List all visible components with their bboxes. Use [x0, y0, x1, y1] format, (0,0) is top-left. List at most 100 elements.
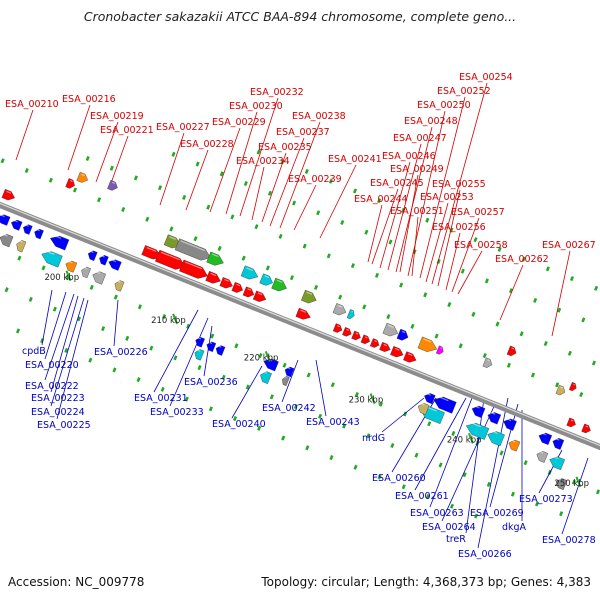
reverse-gene-label[interactable]: ESA_00263	[410, 508, 464, 519]
forward-gene-label[interactable]: ESA_00229	[212, 117, 266, 128]
forward-gene-label[interactable]: ESA_00244	[354, 194, 408, 205]
reverse-gene-label[interactable]: cpdB	[22, 346, 46, 357]
reverse-gene-label[interactable]: ESA_00225	[37, 420, 91, 431]
reverse-gene-label[interactable]: ESA_00233	[150, 407, 204, 418]
reverse-gene[interactable]	[22, 223, 33, 235]
reverse-gene[interactable]	[87, 249, 98, 261]
reverse-gene-label[interactable]: dkgA	[502, 522, 527, 533]
forward-gene-label[interactable]: ESA_00262	[495, 254, 549, 265]
reverse-gene-label[interactable]: ESA_00269	[470, 508, 524, 519]
reverse-gene[interactable]	[535, 450, 549, 463]
forward-gene[interactable]	[382, 322, 400, 338]
reverse-gene[interactable]	[262, 357, 279, 372]
reverse-gene-label[interactable]: ESA_00240	[212, 419, 266, 430]
forward-gene-label[interactable]: ESA_00251	[390, 206, 444, 217]
reverse-gene[interactable]	[507, 438, 521, 452]
reverse-gene[interactable]	[502, 417, 517, 431]
reverse-gene-label[interactable]: ESA_00266	[458, 549, 512, 560]
forward-gene[interactable]	[566, 417, 577, 428]
forward-gene[interactable]	[174, 238, 213, 264]
forward-gene-label[interactable]: ESA_00249	[390, 164, 444, 175]
forward-gene-label[interactable]: ESA_00257	[451, 207, 505, 218]
reverse-gene[interactable]	[91, 270, 107, 285]
reverse-gene[interactable]	[205, 340, 217, 353]
forward-gene-label[interactable]: ESA_00250	[417, 100, 471, 111]
reverse-gene[interactable]	[98, 254, 109, 266]
reverse-gene[interactable]	[548, 454, 565, 471]
forward-gene-label[interactable]: ESA_00253	[420, 192, 474, 203]
forward-gene-label[interactable]: ESA_00255	[432, 179, 486, 190]
forward-gene-label[interactable]: ESA_00246	[382, 151, 436, 162]
reverse-gene-label[interactable]: ESA_00278	[542, 535, 596, 546]
forward-gene[interactable]	[252, 290, 267, 304]
forward-gene[interactable]	[360, 334, 371, 345]
reverse-gene[interactable]	[485, 429, 505, 447]
reverse-gene[interactable]	[464, 420, 490, 440]
reverse-gene[interactable]	[64, 259, 78, 273]
forward-gene[interactable]	[342, 327, 352, 337]
reverse-gene-label[interactable]: ESA_00224	[31, 407, 85, 418]
reverse-gene[interactable]	[113, 279, 125, 292]
reverse-gene-label[interactable]: ESA_00242	[262, 403, 316, 414]
forward-gene[interactable]	[240, 265, 260, 282]
reverse-gene[interactable]	[537, 431, 553, 446]
forward-gene-label[interactable]: ESA_00237	[276, 127, 330, 138]
reverse-gene-label[interactable]: ESA_00260	[372, 473, 426, 484]
reverse-gene-label[interactable]: ESA_00261	[395, 491, 449, 502]
reverse-gene[interactable]	[551, 437, 565, 450]
reverse-gene[interactable]	[39, 249, 63, 268]
forward-gene[interactable]	[206, 251, 226, 268]
reverse-gene[interactable]	[281, 375, 290, 387]
forward-gene-label[interactable]: ESA_00247	[393, 133, 447, 144]
forward-gene[interactable]	[271, 277, 289, 293]
reverse-gene[interactable]	[214, 344, 226, 356]
reverse-gene[interactable]	[554, 477, 568, 491]
forward-gene[interactable]	[242, 286, 256, 299]
forward-gene[interactable]	[581, 423, 592, 434]
reverse-gene[interactable]	[194, 336, 205, 348]
reverse-gene[interactable]	[486, 410, 502, 425]
forward-gene-label[interactable]: ESA_00241	[328, 154, 382, 165]
forward-gene[interactable]	[76, 171, 90, 184]
reverse-gene-label[interactable]: ESA_00264	[422, 522, 476, 533]
forward-gene[interactable]	[332, 303, 348, 317]
forward-gene-label[interactable]: ESA_00216	[62, 94, 116, 105]
reverse-gene[interactable]	[0, 232, 14, 248]
forward-gene-label[interactable]: ESA_00210	[5, 99, 59, 110]
forward-gene-label[interactable]: ESA_00248	[404, 116, 458, 127]
forward-gene-label[interactable]: ESA_00235	[258, 142, 312, 153]
forward-gene-label[interactable]: ESA_00238	[292, 111, 346, 122]
forward-gene-label[interactable]: ESA_00221	[100, 125, 154, 136]
reverse-gene[interactable]	[193, 348, 205, 361]
forward-gene-label[interactable]: ESA_00230	[229, 101, 283, 112]
forward-gene[interactable]	[332, 323, 343, 334]
reverse-gene[interactable]	[470, 404, 486, 418]
reverse-gene[interactable]	[10, 218, 23, 231]
forward-gene[interactable]	[396, 328, 410, 342]
reverse-gene-label[interactable]: ESA_00222	[25, 381, 79, 392]
forward-gene[interactable]	[482, 357, 494, 369]
forward-gene[interactable]	[346, 309, 356, 320]
reverse-gene[interactable]	[283, 366, 295, 378]
forward-gene[interactable]	[301, 289, 318, 305]
forward-gene[interactable]	[417, 336, 439, 355]
forward-gene[interactable]	[506, 345, 518, 357]
forward-gene-label[interactable]: ESA_00234	[236, 156, 290, 167]
forward-gene-label[interactable]: ESA_00219	[90, 111, 144, 122]
forward-gene[interactable]	[369, 338, 380, 349]
reverse-gene[interactable]	[431, 394, 457, 414]
forward-gene[interactable]	[219, 277, 234, 290]
forward-gene[interactable]	[1, 189, 16, 202]
forward-gene[interactable]	[569, 382, 578, 392]
forward-gene-label[interactable]: ESA_00228	[180, 139, 234, 150]
reverse-gene[interactable]	[80, 266, 91, 279]
reverse-gene-label[interactable]: ESA_00223	[31, 393, 85, 404]
forward-gene[interactable]	[205, 271, 223, 286]
forward-gene[interactable]	[107, 179, 119, 192]
reverse-gene[interactable]	[15, 239, 27, 253]
reverse-gene[interactable]	[33, 228, 44, 240]
reverse-gene-label[interactable]: ESA_00231	[134, 393, 188, 404]
forward-gene[interactable]	[403, 351, 417, 365]
reverse-gene[interactable]	[107, 258, 122, 271]
reverse-gene[interactable]	[423, 392, 436, 405]
